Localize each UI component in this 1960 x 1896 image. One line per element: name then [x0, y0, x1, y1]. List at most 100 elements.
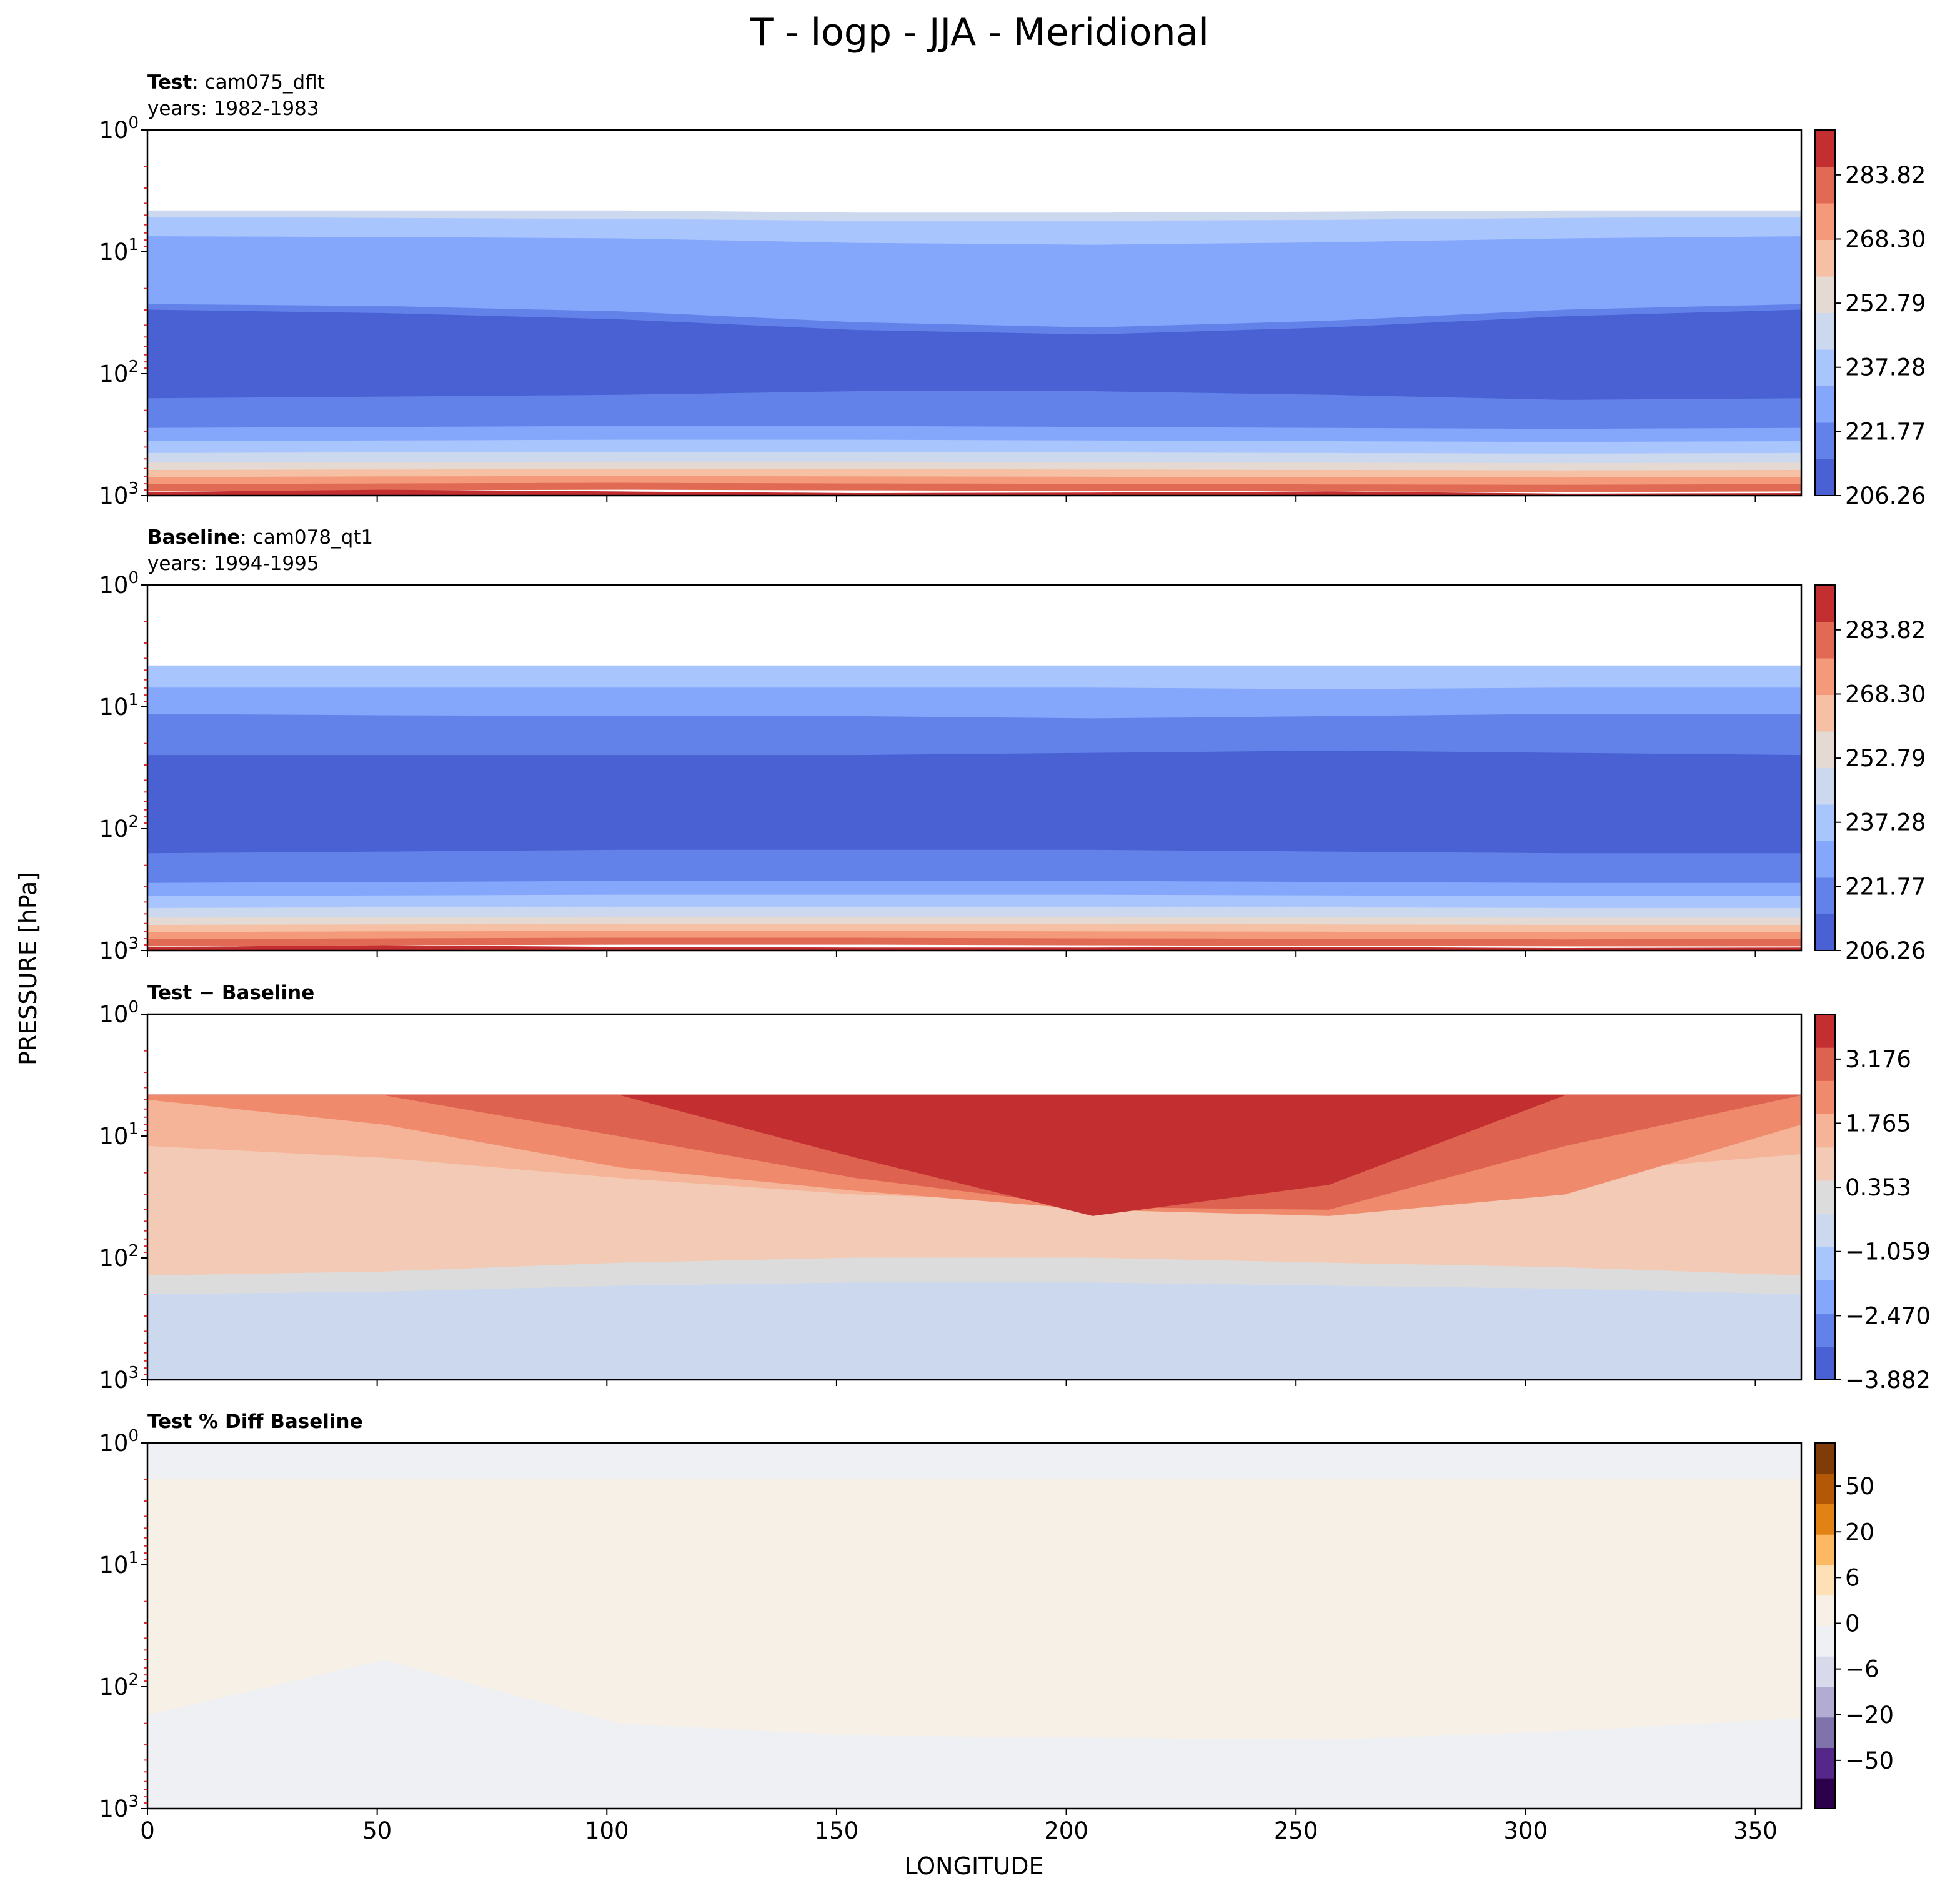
- panel-header-years: years: 1982-1983: [147, 97, 319, 120]
- contour-band-7: [147, 907, 1801, 919]
- colorbar-segment: [1815, 731, 1835, 768]
- colorbar-segment: [1815, 312, 1835, 350]
- panel-baseline: Baseline: cam078_qt1 years: 1994-1995 100 1…: [99, 526, 1926, 964]
- colorbar-segment: [1815, 767, 1835, 805]
- colorbar-segment: [1815, 1280, 1835, 1314]
- y-tick-label: 101: [99, 1549, 139, 1579]
- plot-frame: [146, 129, 1803, 497]
- colorbar-segment: [1815, 1504, 1835, 1535]
- colorbar-tick-label: 283.82: [1845, 162, 1926, 189]
- colorbar-segment: [1815, 658, 1835, 695]
- y-tick-label: 103: [99, 479, 139, 509]
- colorbar-tick-label: 221.77: [1845, 418, 1926, 445]
- colorbar-segment: [1815, 1080, 1835, 1115]
- y-tick-label: 101: [99, 236, 139, 266]
- colorbar-tick-label: 20: [1845, 1519, 1874, 1545]
- colorbar-baseline: 206.26 221.77 237.28 252.79 268.30 283.82: [1814, 584, 1926, 964]
- colorbar-tick-label: 0.353: [1845, 1174, 1911, 1201]
- colorbar-tick-label: 3.176: [1845, 1046, 1911, 1073]
- colorbar-tick-label: 268.30: [1845, 226, 1926, 252]
- colorbar-segment: [1815, 276, 1835, 313]
- x-tick-label: 300: [1504, 1817, 1548, 1844]
- y-tick-label: 103: [99, 1792, 139, 1822]
- contour-fill: [147, 130, 1801, 496]
- colorbar-segment: [1815, 1565, 1835, 1596]
- colorbar-tick-label: 50: [1845, 1473, 1874, 1500]
- colorbar-tick-label: −2.470: [1845, 1302, 1931, 1329]
- contour-band-8: [147, 916, 1801, 926]
- panel-header-test: Test: cam075_dflt: [147, 71, 325, 94]
- x-tick-label: 350: [1733, 1817, 1778, 1844]
- colorbar-frame: [1814, 584, 1836, 951]
- y-tick-label: 102: [99, 812, 139, 842]
- panel-header-baseline: Baseline: cam078_qt1: [147, 526, 373, 549]
- colorbar-segment: [1815, 459, 1835, 496]
- contour-fill: [147, 1443, 1801, 1809]
- colorbar-tick-label: −20: [1845, 1702, 1894, 1729]
- colorbar-segment: [1815, 422, 1835, 459]
- panel-header-bold: Baseline: [147, 526, 240, 549]
- colorbar-tick-label: 1.765: [1845, 1110, 1911, 1137]
- y-tick-label: 100: [99, 569, 139, 599]
- colorbar-segment: [1815, 1180, 1835, 1214]
- y-tick-label: 100: [99, 1427, 139, 1457]
- colorbar-tick-label: 283.82: [1845, 617, 1926, 644]
- colorbar-frame: [1814, 1014, 1836, 1380]
- colorbar-segment: [1815, 1047, 1835, 1081]
- figure-title: T - logp - JJA - Meridional: [750, 11, 1209, 54]
- contour-band-3: [147, 750, 1801, 854]
- contour-band-4: [147, 849, 1801, 884]
- colorbar-segment: [1815, 694, 1835, 732]
- colorbar-segment: [1815, 1778, 1835, 1809]
- panel-header-run: : cam075_dflt: [192, 71, 325, 94]
- colorbar-frame: [1814, 129, 1836, 496]
- colorbar-segment: [1815, 1656, 1835, 1687]
- colorbar-segment: [1815, 585, 1835, 622]
- colorbar-segment: [1815, 1625, 1835, 1657]
- plot-frame: [146, 1442, 1803, 1810]
- panel-test: Test: cam075_dflt years: 1982-1983 100 101 1…: [99, 71, 1926, 509]
- y-tick-label: 102: [99, 1670, 139, 1700]
- colorbar-tick-label: 206.26: [1845, 482, 1926, 509]
- colorbar-segment: [1815, 1717, 1835, 1748]
- colorbar-segment: [1815, 130, 1835, 167]
- plot-frame: [146, 1013, 1803, 1381]
- panel-header-years: years: 1994-1995: [147, 552, 319, 575]
- contour-band-0: [147, 665, 1801, 690]
- y-tick-label: 101: [99, 691, 139, 721]
- y-tick-label: 102: [99, 1242, 139, 1272]
- colorbar-segment: [1815, 1747, 1835, 1779]
- x-tick-label: 100: [585, 1817, 629, 1844]
- contour-fill: [147, 585, 1801, 950]
- x-axis-label: LONGITUDE: [904, 1852, 1043, 1880]
- colorbar-tick-label: −1.059: [1845, 1239, 1931, 1265]
- contour-band-12: [147, 482, 1801, 492]
- x-tick-label: 0: [140, 1817, 155, 1844]
- contour-band-6: [147, 1282, 1801, 1380]
- colorbar-tick-label: −6: [1845, 1656, 1879, 1683]
- contour-fill: [147, 1014, 1801, 1380]
- y-tick-label: 101: [99, 1120, 139, 1150]
- colorbar-segment: [1815, 1687, 1835, 1718]
- x-tick-label: 200: [1044, 1817, 1088, 1844]
- colorbar-tick-label: 237.28: [1845, 354, 1926, 381]
- colorbar-segment: [1815, 386, 1835, 423]
- panel-header-run: : cam078_qt1: [240, 526, 373, 549]
- y-tick-label: 103: [99, 934, 139, 964]
- colorbar-test: 206.26 221.77 237.28 252.79 268.30 283.82: [1814, 129, 1926, 509]
- colorbar-segment: [1815, 203, 1835, 240]
- colorbar-tick-label: −50: [1845, 1747, 1894, 1774]
- colorbar-segment: [1815, 1147, 1835, 1181]
- colorbar-tick-label: 268.30: [1845, 681, 1926, 707]
- colorbar-tick-label: 237.28: [1845, 809, 1926, 836]
- y-tick-label: 103: [99, 1364, 139, 1394]
- colorbar-tick-label: 252.79: [1845, 290, 1926, 317]
- contour-band-5: [147, 881, 1801, 897]
- contour-band-1: [147, 1479, 1801, 1740]
- colorbar-segment: [1815, 914, 1835, 951]
- y-tick-label: 100: [99, 998, 139, 1028]
- panel-header-bold: Test % Diff Baseline: [147, 1410, 363, 1433]
